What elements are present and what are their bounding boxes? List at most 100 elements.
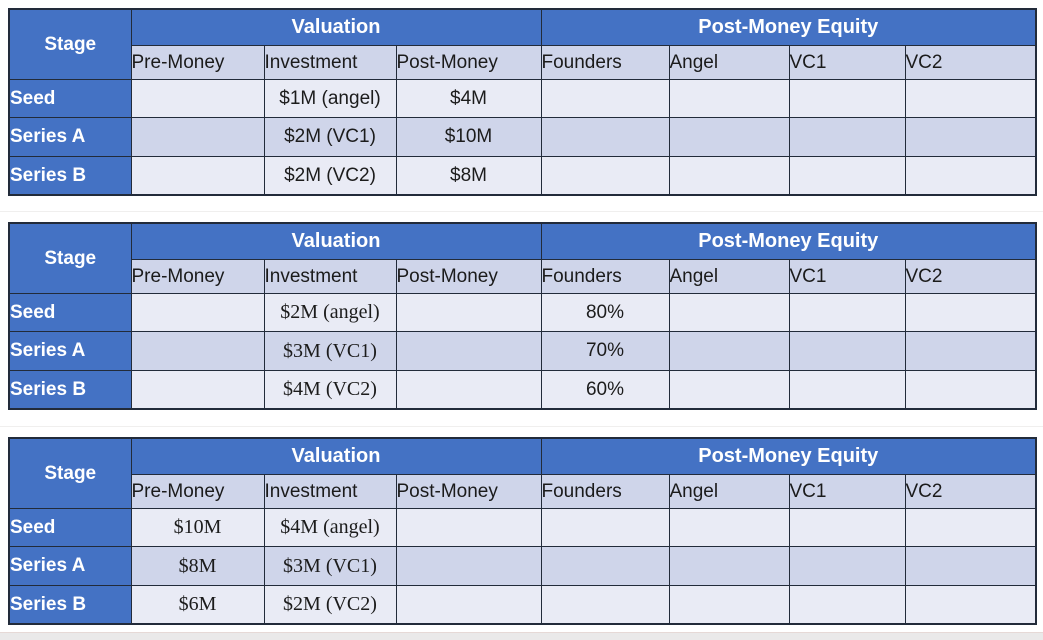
- stage-header-cell: Stage: [8, 8, 132, 80]
- cell-investment: $2M (VC1): [263, 117, 397, 157]
- cell-pre-money: [130, 293, 265, 332]
- cell-vc1: [788, 79, 906, 118]
- cell-vc1: [788, 156, 906, 196]
- cell-founders: [540, 117, 670, 157]
- cell-pre-money: $10M: [130, 508, 265, 547]
- table-row-seed: Seed $2M (angel) 80%: [8, 293, 1037, 332]
- cell-post-money: [395, 585, 542, 625]
- cell-vc2: [904, 508, 1037, 547]
- cell-vc2: [904, 370, 1037, 410]
- cell-founders: [540, 585, 670, 625]
- group-header-row: Stage Valuation Post-Money Equity: [8, 222, 1037, 294]
- cell-vc1: [788, 546, 906, 586]
- table-row-series-b: Series B $2M (VC2) $8M: [8, 156, 1037, 196]
- cell-post-money: [395, 293, 542, 332]
- row-label-series-a: Series A: [8, 331, 132, 371]
- cell-investment: $3M (VC1): [263, 331, 397, 371]
- slide-divider-line: [0, 211, 1043, 212]
- col-header-pre-money: Pre-Money: [130, 259, 265, 294]
- cell-angel: [668, 370, 790, 410]
- cap-table-2: Stage Valuation Post-Money Equity Pre-Mo…: [8, 222, 1038, 410]
- cell-post-money: [395, 508, 542, 547]
- col-header-vc1: VC1: [788, 45, 906, 80]
- cap-table-3: Stage Valuation Post-Money Equity Pre-Mo…: [8, 437, 1038, 625]
- table-row-series-b: Series B $6M $2M (VC2): [8, 585, 1037, 625]
- col-header-vc2: VC2: [904, 259, 1037, 294]
- col-header-pre-money: Pre-Money: [130, 474, 265, 509]
- cell-investment: $2M (VC2): [263, 585, 397, 625]
- cell-post-money: [395, 370, 542, 410]
- cell-post-money: $4M: [395, 79, 542, 118]
- row-label-seed: Seed: [8, 293, 132, 332]
- cell-pre-money: [130, 156, 265, 196]
- col-header-founders: Founders: [540, 45, 670, 80]
- cell-founders: 80%: [540, 293, 670, 332]
- cell-angel: [668, 293, 790, 332]
- cap-table-1: Stage Valuation Post-Money Equity Pre-Mo…: [8, 8, 1038, 196]
- cell-investment: $4M (VC2): [263, 370, 397, 410]
- valuation-group-header: Valuation: [130, 437, 542, 475]
- table-row-series-a: Series A $2M (VC1) $10M: [8, 117, 1037, 157]
- post-money-equity-group-header: Post-Money Equity: [540, 8, 1037, 46]
- sub-header-row: Pre-Money Investment Post-Money Founders…: [9, 259, 1037, 294]
- cell-pre-money: $6M: [130, 585, 265, 625]
- col-header-vc1: VC1: [788, 259, 906, 294]
- table-row-series-b: Series B $4M (VC2) 60%: [8, 370, 1037, 410]
- cell-vc1: [788, 331, 906, 371]
- col-header-pre-money: Pre-Money: [130, 45, 265, 80]
- row-label-series-b: Series B: [8, 156, 132, 196]
- bottom-strip: [0, 632, 1043, 640]
- cell-investment: $2M (angel): [263, 293, 397, 332]
- cell-pre-money: [130, 370, 265, 410]
- cell-angel: [668, 508, 790, 547]
- valuation-group-header: Valuation: [130, 222, 542, 260]
- group-header-row: Stage Valuation Post-Money Equity: [8, 437, 1037, 509]
- cell-angel: [668, 156, 790, 196]
- cell-vc2: [904, 156, 1037, 196]
- cell-angel: [668, 79, 790, 118]
- col-header-investment: Investment: [263, 45, 397, 80]
- cell-investment: $4M (angel): [263, 508, 397, 547]
- col-header-vc1: VC1: [788, 474, 906, 509]
- cell-post-money: $8M: [395, 156, 542, 196]
- col-header-founders: Founders: [540, 474, 670, 509]
- cell-vc2: [904, 585, 1037, 625]
- cell-pre-money: [130, 117, 265, 157]
- cell-angel: [668, 331, 790, 371]
- cell-post-money: [395, 546, 542, 586]
- row-label-series-b: Series B: [8, 585, 132, 625]
- sub-header-row: Pre-Money Investment Post-Money Founders…: [9, 45, 1037, 80]
- row-label-series-a: Series A: [8, 117, 132, 157]
- post-money-equity-group-header: Post-Money Equity: [540, 437, 1037, 475]
- table-row-series-a: Series A $3M (VC1) 70%: [8, 331, 1037, 371]
- cell-vc1: [788, 585, 906, 625]
- cell-vc2: [904, 293, 1037, 332]
- col-header-post-money: Post-Money: [395, 45, 542, 80]
- cell-vc2: [904, 79, 1037, 118]
- row-label-seed: Seed: [8, 79, 132, 118]
- group-header-row: Stage Valuation Post-Money Equity: [8, 8, 1037, 80]
- row-label-series-b: Series B: [8, 370, 132, 410]
- cell-investment: $3M (VC1): [263, 546, 397, 586]
- cell-angel: [668, 546, 790, 586]
- cell-investment: $1M (angel): [263, 79, 397, 118]
- cell-founders: 60%: [540, 370, 670, 410]
- col-header-investment: Investment: [263, 474, 397, 509]
- cell-founders: [540, 508, 670, 547]
- cell-founders: [540, 546, 670, 586]
- post-money-equity-group-header: Post-Money Equity: [540, 222, 1037, 260]
- col-header-post-money: Post-Money: [395, 474, 542, 509]
- cell-vc1: [788, 370, 906, 410]
- cell-vc2: [904, 117, 1037, 157]
- col-header-angel: Angel: [668, 474, 790, 509]
- cell-founders: 70%: [540, 331, 670, 371]
- cell-vc1: [788, 293, 906, 332]
- table-row-series-a: Series A $8M $3M (VC1): [8, 546, 1037, 586]
- stage-header-cell: Stage: [8, 222, 132, 294]
- cell-vc1: [788, 508, 906, 547]
- cell-pre-money: [130, 79, 265, 118]
- cell-pre-money: [130, 331, 265, 371]
- table-row-seed: Seed $10M $4M (angel): [8, 508, 1037, 547]
- sub-header-row: Pre-Money Investment Post-Money Founders…: [9, 474, 1037, 509]
- col-header-angel: Angel: [668, 259, 790, 294]
